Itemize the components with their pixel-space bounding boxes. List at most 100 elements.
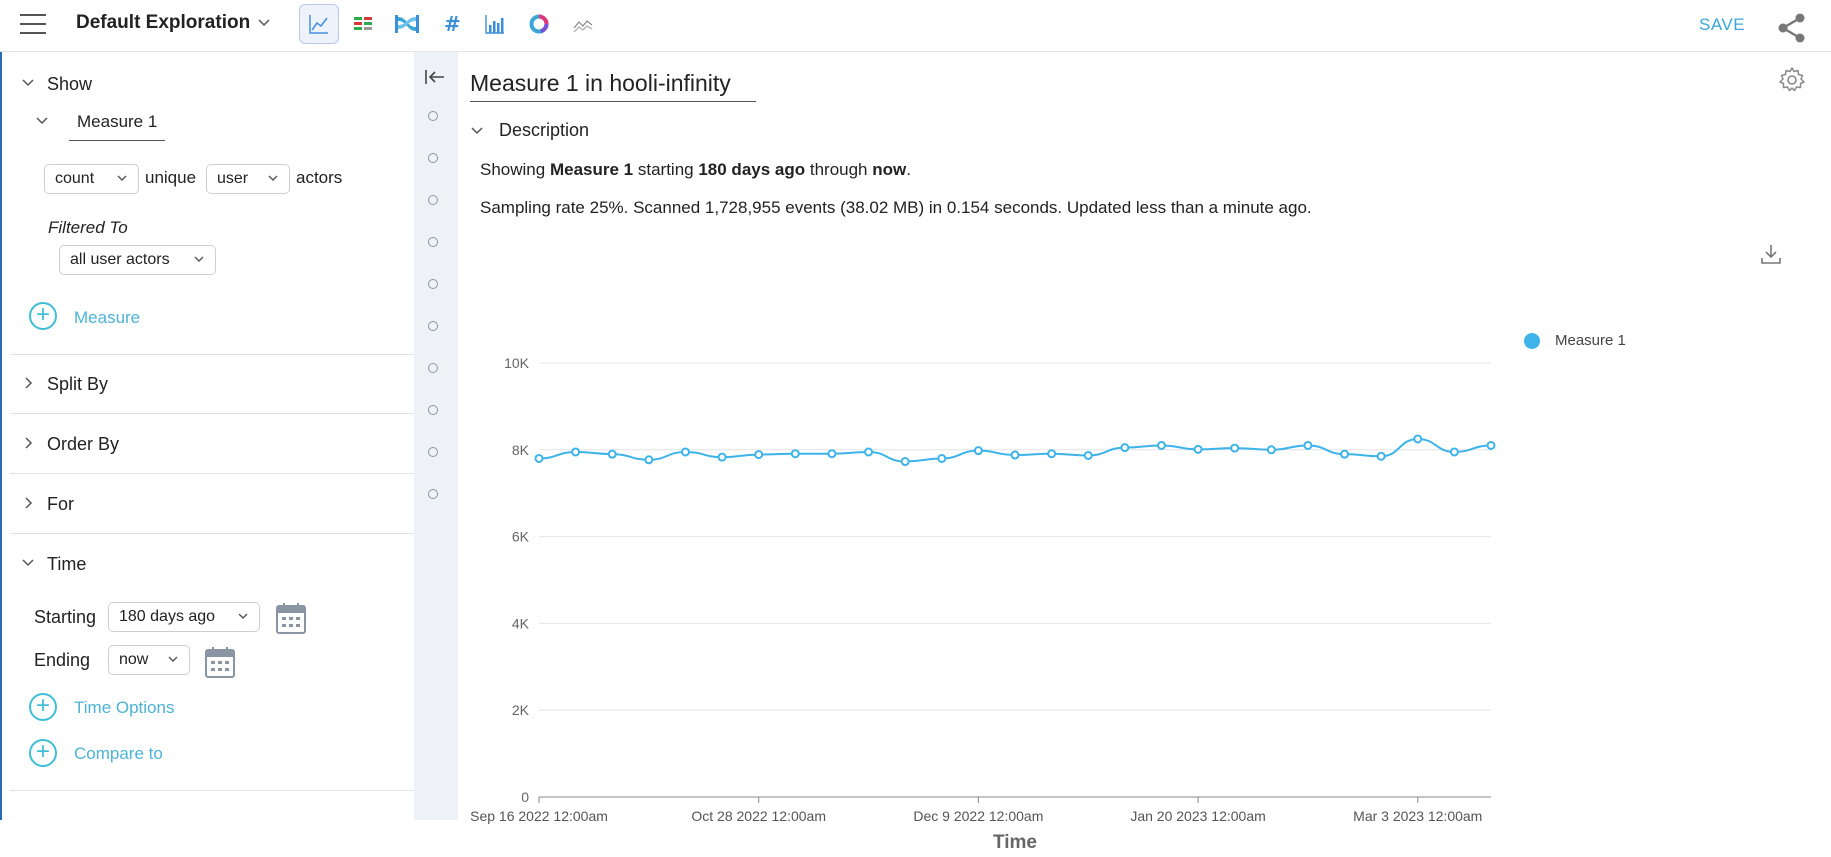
description-heading[interactable]: Description (499, 120, 590, 140)
compare-to-icon[interactable]: + (29, 739, 57, 767)
chevron-right-icon[interactable] (21, 496, 35, 513)
ending-label: Ending (34, 650, 91, 670)
section-nav-dot[interactable] (428, 363, 438, 373)
desc-through: through (809, 160, 868, 179)
data-point[interactable] (1376, 451, 1386, 461)
y-tick-label: 0 (521, 789, 529, 805)
exploration-title[interactable]: Default Exploration (76, 12, 251, 33)
section-nav-dot[interactable] (428, 111, 438, 121)
add-measure-icon[interactable]: + (29, 302, 57, 330)
calendar-icon[interactable] (276, 602, 306, 639)
starting-label: Starting (34, 607, 97, 627)
data-point[interactable] (754, 450, 764, 460)
time-options-button[interactable]: Time Options (74, 698, 175, 717)
section-nav-dot[interactable] (428, 405, 438, 415)
calendar-icon[interactable] (205, 646, 235, 683)
chart-title-field[interactable]: Measure 1 in hooli-infinity (470, 70, 756, 102)
section-nav-dot[interactable] (428, 447, 438, 457)
for-heading[interactable]: For (47, 494, 74, 514)
data-point[interactable] (1486, 440, 1496, 450)
data-point[interactable] (1193, 444, 1203, 454)
split-by-heading[interactable]: Split By (47, 374, 109, 394)
section-nav-dot[interactable] (428, 321, 438, 331)
chevron-down-icon[interactable] (21, 556, 35, 573)
gear-icon[interactable] (1778, 66, 1806, 99)
bar-chart-icon[interactable] (475, 4, 515, 44)
chevron-down-icon (108, 172, 128, 187)
section-nav-dot[interactable] (428, 195, 438, 205)
chevron-down-icon (229, 610, 249, 625)
stacked-table-icon[interactable] (343, 4, 383, 44)
time-heading[interactable]: Time (47, 554, 87, 574)
data-point[interactable] (864, 447, 874, 457)
data-point[interactable] (534, 453, 544, 463)
chevron-down-icon[interactable] (470, 124, 484, 141)
data-point[interactable] (644, 455, 654, 465)
ending-value: now (119, 651, 149, 668)
data-point[interactable] (1156, 440, 1166, 450)
section-nav-dot[interactable] (428, 279, 438, 289)
query-builder-panel: Show Measure 1 count unique user actors … (0, 52, 414, 820)
share-icon[interactable] (1776, 12, 1808, 49)
svg-text:#: # (444, 13, 461, 35)
data-point[interactable] (1230, 443, 1240, 453)
data-point[interactable] (1083, 450, 1093, 460)
add-measure-button[interactable]: Measure (74, 308, 141, 327)
sankey-icon[interactable] (387, 4, 427, 44)
y-tick-label: 6K (512, 529, 530, 545)
compare-to-button[interactable]: Compare to (74, 744, 163, 763)
aggregation-select[interactable]: count (44, 164, 139, 194)
collapse-panel-icon[interactable] (423, 67, 447, 92)
data-point[interactable] (790, 449, 800, 459)
hamburger-menu-icon[interactable] (20, 14, 46, 36)
sparkline-icon[interactable] (563, 4, 603, 44)
data-point[interactable] (1047, 449, 1057, 459)
desc-end-value: now (872, 160, 907, 179)
chevron-right-icon[interactable] (21, 436, 35, 453)
data-point[interactable] (900, 457, 910, 467)
time-options-icon[interactable]: + (29, 693, 57, 721)
download-icon[interactable] (1760, 243, 1782, 270)
filtered-to-label: Filtered To (48, 218, 128, 237)
data-point[interactable] (827, 449, 837, 459)
order-by-heading[interactable]: Order By (47, 434, 120, 454)
chart-series (534, 434, 1496, 467)
chevron-down-icon (259, 172, 279, 187)
section-nav-dot[interactable] (428, 237, 438, 247)
data-point[interactable] (607, 449, 617, 459)
data-point[interactable] (1303, 440, 1313, 450)
actor-type-select[interactable]: user (206, 164, 290, 194)
data-point[interactable] (1010, 450, 1020, 460)
chart-legend[interactable]: Measure 1 (1524, 332, 1626, 349)
data-point[interactable] (1449, 447, 1459, 457)
chevron-down-icon[interactable] (21, 76, 35, 93)
ending-select[interactable]: now (108, 645, 190, 675)
chevron-right-icon[interactable] (21, 376, 35, 393)
filter-value: all user actors (70, 251, 170, 268)
data-point[interactable] (973, 446, 983, 456)
unique-label: unique (145, 168, 197, 187)
chevron-down-icon[interactable] (256, 14, 272, 34)
data-point[interactable] (571, 447, 581, 457)
number-icon[interactable]: # (431, 4, 471, 44)
data-point[interactable] (717, 452, 727, 462)
data-point[interactable] (1120, 443, 1130, 453)
section-nav-dot[interactable] (428, 489, 438, 499)
measure-name-field[interactable]: Measure 1 (69, 112, 166, 141)
section-nav-dot[interactable] (428, 153, 438, 163)
data-point[interactable] (1340, 449, 1350, 459)
line-chart-icon[interactable] (299, 4, 339, 44)
chart-grid (539, 362, 1491, 711)
data-point[interactable] (1413, 434, 1423, 444)
starting-select[interactable]: 180 days ago (108, 602, 260, 632)
data-point[interactable] (680, 447, 690, 457)
chevron-down-icon[interactable] (35, 114, 49, 131)
donut-chart-icon[interactable] (519, 4, 559, 44)
data-point[interactable] (937, 453, 947, 463)
data-point[interactable] (1266, 445, 1276, 455)
show-heading[interactable]: Show (47, 74, 93, 94)
legend-label[interactable]: Measure 1 (1555, 332, 1626, 349)
save-button[interactable]: SAVE (1699, 15, 1746, 34)
x-tick-label: Sep 16 2022 12:00am (470, 808, 608, 824)
filter-select[interactable]: all user actors (59, 245, 216, 275)
